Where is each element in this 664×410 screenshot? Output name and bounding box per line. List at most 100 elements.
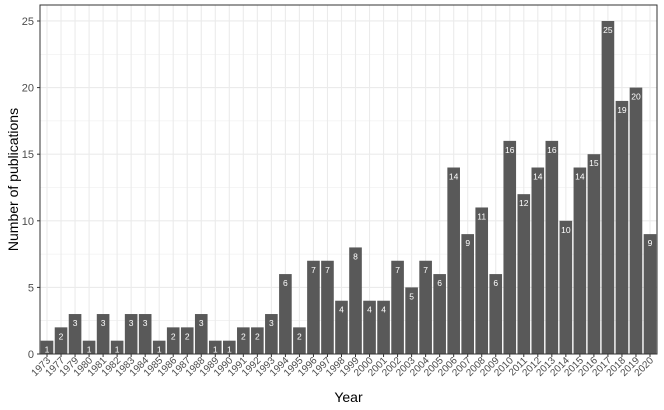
bar-value-label: 8: [353, 251, 358, 261]
x-axis: 1973197719791980198119821983198419851986…: [30, 354, 656, 379]
bar-value-label: 1: [45, 345, 50, 355]
y-tick-label: 10: [22, 216, 34, 228]
bars-layer: [40, 20, 657, 355]
bar: [321, 260, 334, 354]
bar-value-label: 4: [367, 305, 372, 315]
bar: [461, 234, 475, 354]
bar: [587, 154, 601, 354]
bar: [124, 314, 138, 354]
bar-value-label: 3: [129, 318, 134, 328]
bar-value-label: 12: [519, 198, 529, 208]
bar-value-label: 2: [171, 331, 176, 341]
bar-value-label: 16: [547, 145, 557, 155]
bar: [68, 314, 82, 354]
bar: [391, 260, 404, 354]
bar-value-label: 1: [213, 345, 218, 355]
bar: [363, 300, 376, 354]
bar: [405, 287, 418, 354]
bar: [643, 234, 657, 354]
bar: [573, 167, 587, 354]
bar: [251, 327, 264, 354]
bar-value-label: 4: [339, 305, 344, 315]
bar: [96, 314, 110, 354]
bar: [265, 314, 278, 354]
y-tick-label: 5: [28, 282, 34, 294]
bar-value-label: 3: [143, 318, 148, 328]
bar-value-label: 9: [648, 238, 653, 248]
bar: [166, 327, 180, 354]
bar: [629, 87, 643, 355]
bar-value-label: 2: [241, 331, 246, 341]
bar-value-label: 10: [561, 225, 571, 235]
bar-value-label: 19: [617, 105, 627, 115]
bar-value-label: 11: [477, 211, 486, 221]
bar-value-label: 14: [575, 172, 585, 182]
y-axis-title: Number of publications: [5, 108, 21, 251]
bar: [293, 327, 306, 354]
bar-value-label: 1: [87, 345, 92, 355]
bar: [152, 340, 166, 354]
bar-value-label: 20: [631, 92, 641, 102]
bar: [419, 260, 432, 354]
y-tick-label: 0: [28, 349, 34, 361]
bar-value-label: 2: [59, 331, 64, 341]
bar-value-label: 14: [533, 172, 543, 182]
bar: [349, 247, 362, 354]
bar-value-label: 2: [185, 331, 190, 341]
x-axis-title: Year: [334, 389, 363, 405]
bar: [138, 314, 152, 354]
bar: [82, 340, 96, 354]
bar-value-label: 6: [437, 278, 442, 288]
bar: [433, 274, 446, 354]
bar-value-label: 7: [325, 265, 330, 275]
bar: [180, 327, 194, 354]
bar: [307, 260, 320, 354]
bar: [475, 207, 489, 354]
bar-value-label: 6: [493, 278, 498, 288]
bar-value-label: 14: [449, 172, 459, 182]
bar-value-label: 9: [465, 238, 470, 248]
bar: [615, 100, 629, 355]
bar-value-label: 1: [115, 345, 120, 355]
bar-value-label: 3: [101, 318, 106, 328]
bar-value-label: 25: [603, 25, 613, 35]
bar: [559, 220, 573, 354]
bar: [40, 340, 54, 354]
bar-value-label: 2: [255, 331, 260, 341]
bar-value-label: 3: [73, 318, 78, 328]
bar: [447, 167, 460, 354]
bar: [54, 327, 68, 354]
bar: [194, 314, 208, 354]
bar: [279, 274, 292, 354]
bar: [489, 274, 503, 354]
y-tick-label: 20: [22, 83, 34, 95]
bar-value-label: 7: [423, 265, 428, 275]
bar-value-label: 7: [395, 265, 400, 275]
bar-value-label: 1: [157, 345, 162, 355]
bar-value-label: 16: [505, 145, 515, 155]
bar-value-label: 1: [227, 345, 232, 355]
bar: [545, 140, 559, 354]
bar: [335, 300, 348, 354]
bar: [208, 340, 222, 354]
bar: [601, 20, 615, 354]
bar-value-label: 15: [589, 158, 599, 168]
y-axis: 0 5 10 15 20 25: [22, 16, 40, 361]
bar: [503, 140, 517, 354]
bar-value-label: 4: [381, 305, 386, 315]
y-tick-label: 25: [22, 16, 34, 28]
bar-value-label: 7: [311, 265, 316, 275]
bar-value-label: 3: [269, 318, 274, 328]
bar: [222, 340, 236, 354]
bar-value-label: 6: [283, 278, 288, 288]
bar: [517, 194, 531, 354]
y-tick-label: 15: [22, 149, 34, 161]
plot-panel-border: [39, 4, 658, 355]
bar: [377, 300, 390, 354]
bar-value-label: 3: [199, 318, 204, 328]
bar-value-label: 5: [409, 291, 414, 301]
bar: [110, 340, 124, 354]
bar: [237, 327, 250, 354]
